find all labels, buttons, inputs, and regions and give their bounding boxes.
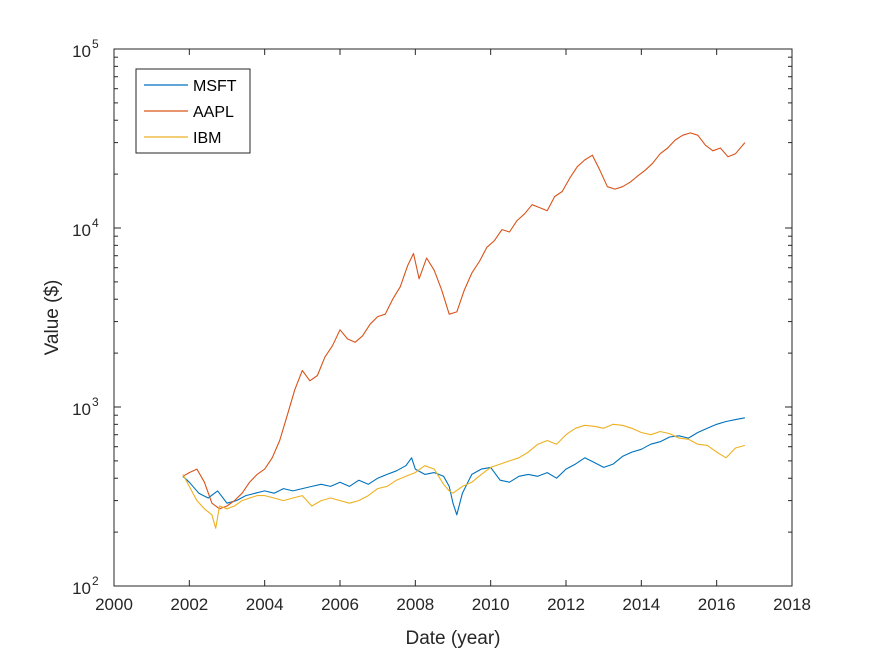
x-axis: 2000 2002 2004 2006 2008 2010 2012 2014 2016 2018 (95, 49, 811, 614)
y-axis-title: Value ($) (42, 280, 63, 356)
y-tick-label: 10 2 (72, 574, 99, 598)
x-tick-label: 2008 (396, 595, 434, 614)
legend-label-ibm: IBM (193, 130, 221, 147)
x-tick-label: 2014 (622, 595, 660, 614)
x-tick-label: 2004 (246, 595, 284, 614)
y-tick-label-base: 10 (72, 400, 91, 419)
y-tick-label-exponent: 3 (92, 395, 99, 409)
x-tick-label: 2000 (95, 595, 133, 614)
series-line-msft (182, 417, 746, 516)
y-tick-label-base: 10 (72, 42, 91, 61)
x-tick-label: 2018 (773, 595, 811, 614)
y-tick-label-base: 10 (72, 579, 91, 598)
x-tick-label: 2006 (321, 595, 359, 614)
legend-label-msft: MSFT (193, 78, 237, 95)
legend-label-aapl: AAPL (193, 104, 234, 121)
series-lines (182, 132, 746, 529)
x-tick-label: 2002 (170, 595, 208, 614)
x-tick-label: 2012 (547, 595, 585, 614)
legend: MSFT AAPL IBM (135, 68, 251, 154)
y-tick-label: 10 5 (72, 37, 99, 61)
y-tick-label-exponent: 5 (92, 37, 99, 51)
x-tick-label: 2010 (472, 595, 510, 614)
y-tick-label-base: 10 (72, 221, 91, 240)
x-tick-label: 2016 (698, 595, 736, 614)
y-tick-label: 10 3 (72, 395, 99, 419)
y-tick-label-exponent: 2 (92, 574, 99, 588)
x-axis-title: Date (year) (405, 628, 500, 649)
series-line-aapl (182, 132, 746, 510)
y-tick-label-exponent: 4 (92, 216, 99, 230)
series-line-ibm (182, 423, 746, 529)
y-tick-label: 10 4 (72, 216, 99, 240)
